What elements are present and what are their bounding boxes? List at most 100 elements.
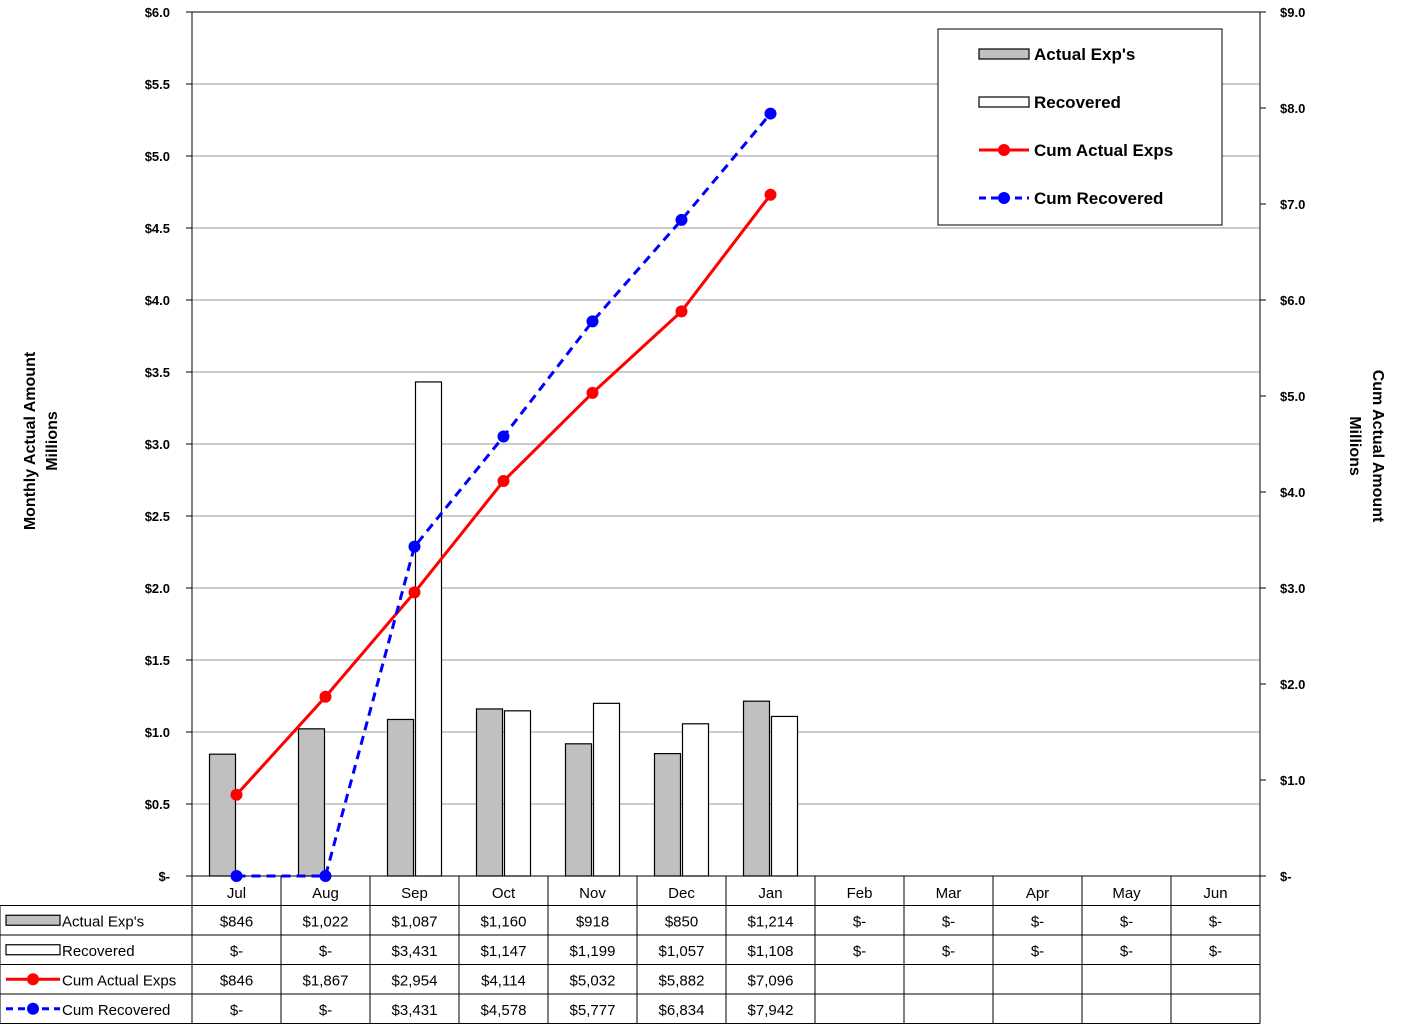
legend-label-cum-actual-exps: Cum Actual Exps (1034, 141, 1173, 160)
table-cell: $- (1031, 913, 1044, 930)
bar-actual-exp-s (475, 708, 504, 877)
left-tick-label: $5.5 (145, 77, 170, 92)
table-cell: $5,882 (659, 972, 705, 989)
point-cum-recovered (675, 213, 688, 226)
table-cell: $1,214 (748, 913, 794, 930)
left-tick-label: $3.0 (145, 437, 170, 452)
table-row-label-cum-actual-exps: Cum Actual Exps (62, 972, 176, 989)
table-cell: $1,087 (392, 913, 438, 930)
table-cell: $1,160 (481, 913, 527, 930)
bar-actual-exp-s (564, 743, 593, 877)
table-key-actual-exp-s (5, 914, 61, 926)
table-cell: $- (230, 943, 243, 960)
legend-swatch-recovered (978, 96, 1030, 108)
bar-recovered (681, 723, 710, 877)
right-axis-title: Cum Actual Amount (1369, 370, 1386, 523)
right-tick-label: $4.0 (1280, 485, 1305, 500)
bar-recovered (770, 715, 799, 877)
right-tick-label: $9.0 (1280, 5, 1305, 20)
bar-recovered (414, 381, 443, 877)
x-category-label: Mar (936, 885, 962, 902)
legend-marker-cum-recovered (998, 192, 1010, 204)
table-cell: $- (319, 943, 332, 960)
bar-actual-exp-s (208, 753, 237, 877)
bar-recovered (503, 710, 532, 877)
table-cell: $- (319, 1002, 332, 1019)
right-axis-subtitle: Millions (1346, 416, 1363, 476)
table-cell: $4,578 (481, 1002, 527, 1019)
x-category-label: Aug (312, 885, 339, 902)
left-tick-label: $0.5 (145, 797, 170, 812)
table-cell: $1,867 (303, 972, 349, 989)
line-cum-actual-exps (235, 193, 772, 796)
table-cell: $4,114 (481, 972, 526, 989)
legend (937, 28, 1223, 226)
right-tick-label: $3.0 (1280, 581, 1305, 596)
point-cum-recovered (497, 430, 510, 443)
legend-label-cum-recovered: Cum Recovered (1034, 189, 1163, 208)
right-tick-label: $7.0 (1280, 197, 1305, 212)
x-category-label: Feb (847, 885, 873, 902)
left-axis-subtitle: Millions (44, 411, 61, 471)
right-tick-label: $6.0 (1280, 293, 1305, 308)
point-cum-recovered (408, 540, 421, 553)
table-row-label-cum-recovered: Cum Recovered (62, 1002, 170, 1019)
x-category-label: Nov (579, 885, 606, 902)
point-cum-actual-exps (497, 475, 510, 488)
left-tick-label: $1.5 (145, 653, 170, 668)
left-tick-label: $3.5 (145, 365, 170, 380)
point-cum-actual-exps (586, 386, 599, 399)
point-cum-actual-exps (764, 188, 777, 201)
x-category-label: Jun (1203, 885, 1227, 902)
legend-label-recovered: Recovered (1034, 93, 1121, 112)
table-cell: $- (942, 943, 955, 960)
table-cell: $7,096 (748, 972, 794, 989)
point-cum-actual-exps (230, 788, 243, 801)
point-cum-recovered (319, 870, 332, 882)
table-cell: $3,431 (392, 943, 438, 960)
right-tick-label: $2.0 (1280, 677, 1305, 692)
table-cell: $1,022 (303, 913, 349, 930)
table-row-label-recovered: Recovered (62, 943, 135, 960)
table-key-marker-cum-recovered (27, 1002, 39, 1015)
table-key-marker-cum-actual-exps (27, 973, 39, 986)
table-cell: $846 (220, 972, 253, 989)
table-cell: $- (1120, 943, 1133, 960)
table-cell: $3,431 (392, 1002, 438, 1019)
x-category-label: Dec (668, 885, 695, 902)
point-cum-recovered (230, 870, 243, 882)
point-cum-actual-exps (675, 305, 688, 318)
table-cell: $7,942 (748, 1002, 794, 1019)
right-tick-label: $1.0 (1280, 773, 1305, 788)
table-cell: $850 (665, 913, 698, 930)
legend-label-actual-exp-s: Actual Exp's (1034, 45, 1135, 64)
right-tick-label: $- (1280, 869, 1292, 884)
bar-actual-exp-s (742, 700, 771, 877)
table-cell: $1,108 (748, 943, 794, 960)
table-cell: $2,954 (392, 972, 438, 989)
x-category-label: Apr (1026, 885, 1049, 902)
point-cum-actual-exps (319, 690, 332, 703)
left-tick-label: $5.0 (145, 149, 170, 164)
bar-actual-exp-s (297, 728, 326, 877)
left-tick-label: $6.0 (145, 5, 170, 20)
x-category-label: May (1112, 885, 1141, 902)
x-category-label: Jan (758, 885, 782, 902)
table-cell: $- (942, 913, 955, 930)
table-cell: $1,147 (481, 943, 527, 960)
legend-swatch-actual-exp-s (978, 48, 1030, 60)
bar-recovered (592, 702, 621, 877)
table-cell: $- (1031, 943, 1044, 960)
left-tick-label: $1.0 (145, 725, 170, 740)
table-cell: $- (853, 913, 866, 930)
table-cell: $- (853, 943, 866, 960)
bar-actual-exp-s (653, 752, 682, 877)
left-tick-label: $4.0 (145, 293, 170, 308)
table-row-label-actual-exp-s: Actual Exp's (62, 913, 144, 930)
point-cum-actual-exps (408, 586, 421, 599)
table-cell: $- (1120, 913, 1133, 930)
table-cell: $846 (220, 913, 253, 930)
x-category-label: Oct (492, 885, 516, 902)
